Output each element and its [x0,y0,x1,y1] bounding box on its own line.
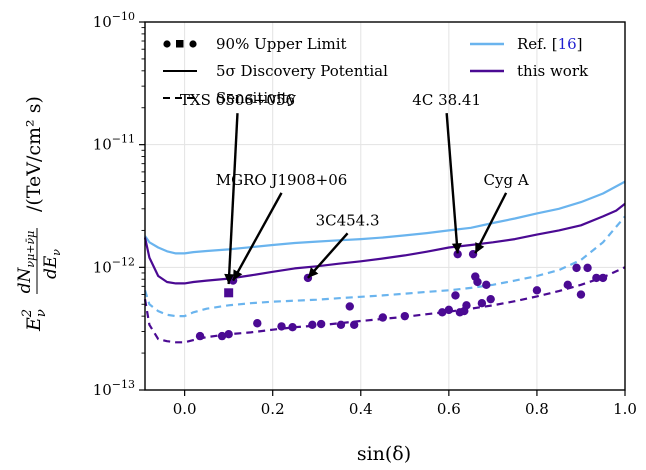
annotation-label: MGRO J1908+06 [216,171,348,189]
y-label-frac-den-sub: ν [50,249,63,256]
legend-label: Ref. [16] [517,35,583,53]
svg-text:dNνμ+ν̄μ: dNνμ+ν̄μ [15,231,37,294]
upper-limit-point [438,308,447,317]
upper-limit-point [473,277,482,287]
annotations: TXS 0506+056 MGRO J1908+06 3C454.3 4C 38.41… [180,91,529,285]
series-line [143,202,626,285]
y-tick-label: 10−13 [93,378,135,399]
upper-limit-point [288,323,297,332]
annotation-arrow [474,192,508,254]
legend: 90% Upper Limit 5σ Discovery Potential Sen… [163,35,589,107]
y-axis-label: Eν2 dNνμ+ν̄μ dEν /(TeV/cm² s) [15,96,63,332]
x-tick-label: 0.8 [525,400,549,418]
x-tick-label: 0.0 [173,400,197,418]
svg-text:dEν: dEν [41,249,63,279]
annotation-arrowhead [224,273,235,285]
annotation-arrowhead [451,242,462,254]
axis-ticks: 0.0 0.2 0.4 0.6 0.8 1.0 10−13 10−12 10−11 10−10 [93,10,637,418]
y-tick-label: 10−11 [93,133,135,154]
upper-limit-point [592,273,601,283]
legend-label: this work [517,62,589,80]
upper-limit-point [583,263,592,273]
upper-limit-point [576,290,586,299]
y-label-frac-den: dE [41,255,61,279]
upper-limit-point [217,331,227,341]
x-tick-label: 0.4 [349,400,373,418]
upper-limit-point [378,313,387,322]
annotation-label: 3C454.3 [316,211,380,229]
annotation-arrowhead [233,269,243,281]
upper-limit-point [224,330,233,339]
y-tick-label: 10−10 [93,10,135,31]
upper-limit-point [253,319,262,328]
series-line [144,180,626,255]
upper-limit-point [195,331,205,341]
y-label-frac-num-sub: νμ+ν̄μ [24,231,37,268]
y-label-main: E [23,317,45,332]
plot-frame [144,21,626,391]
legend-label: 5σ Discovery Potential [216,62,388,80]
y-label-units: /(TeV/cm² s) [23,96,45,212]
x-axis-label: sin(δ) [357,443,411,465]
annotation-label: 4C 38.41 [412,91,481,109]
y-tick-label: 10−12 [93,255,135,276]
annotation-arrow [445,113,459,254]
upper-limit-point [345,302,354,311]
upper-limit-point [453,249,462,259]
legend-square-marker [176,40,184,48]
upper-limit-points [195,249,608,341]
upper-limit-point [477,299,487,308]
upper-limit-point [482,280,491,290]
annotation-label: TXS 0506+056 [180,91,295,109]
annotation-arrowhead [475,242,485,254]
svg-text:Eν2: Eν2 [20,309,49,332]
annotation-arrowhead [307,267,319,278]
legend-label: Sensitivity [216,89,296,107]
series-line [143,215,626,318]
upper-limit-point [316,319,326,329]
upper-limit-point [486,294,495,304]
series-line [143,266,626,344]
annotation-label: Cyg A [484,171,529,189]
upper-limit-point [444,305,454,315]
upper-limit-point [572,263,581,273]
y-label-sup: 2 [20,309,35,318]
curves [143,180,626,344]
upper-limit-point [563,280,572,290]
y-label-sub: ν [34,309,49,317]
upper-limit-point [336,320,346,330]
legend-circle-marker [189,40,197,48]
upper-limit-point [308,320,317,330]
legend-circle-marker [163,40,171,48]
legend-label: 90% Upper Limit [216,35,347,53]
x-tick-label: 0.6 [437,400,461,418]
annotation-arrow [232,192,283,282]
upper-limit-point [462,301,471,310]
upper-limit-point [400,311,410,321]
x-tick-label: 0.2 [261,400,285,418]
upper-limit-point [451,291,460,300]
upper-limit-point [532,286,542,295]
annotation-arrow [227,113,239,285]
upper-limit-point [349,320,359,330]
x-tick-label: 1.0 [613,400,637,418]
upper-limit-square [224,288,234,298]
y-label-frac-num: dN [15,266,35,293]
upper-limit-point [277,322,286,331]
upper-limit-point [598,273,608,283]
